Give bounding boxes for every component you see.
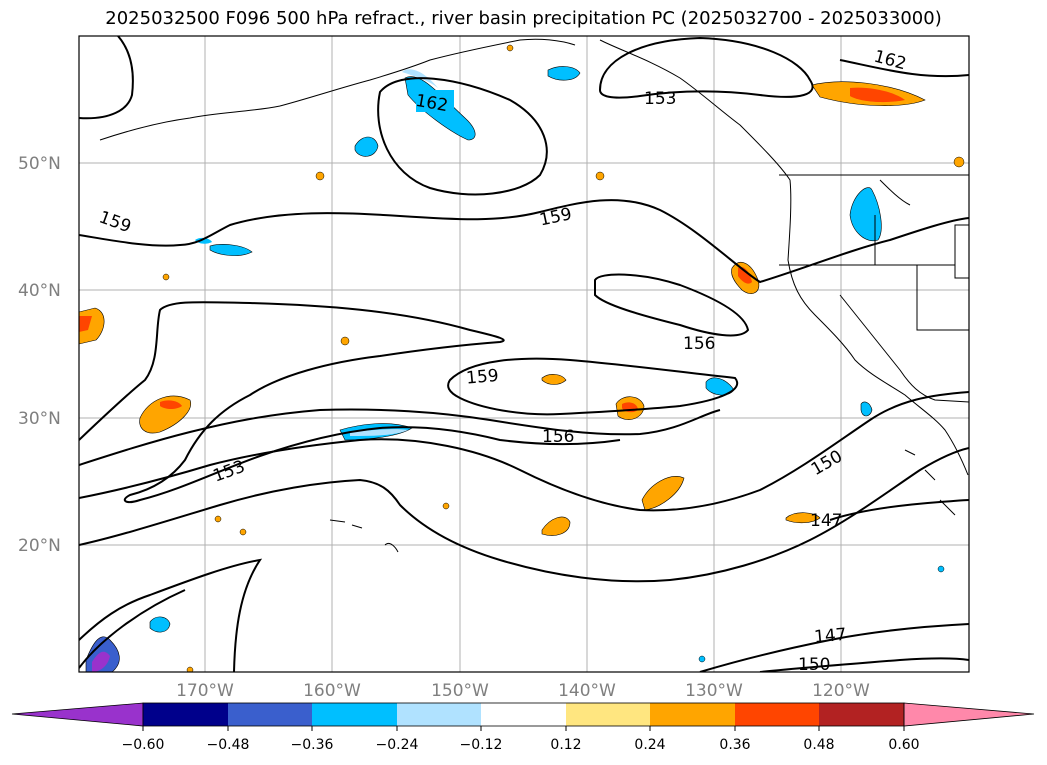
colorbar-segment [143, 703, 228, 726]
height-contours [79, 36, 969, 672]
lat-tick-label: 20°N [18, 536, 61, 556]
colorbar-tick-label: −0.60 [122, 737, 165, 753]
contour-label: 159 [465, 366, 499, 389]
colorbar-segment [566, 703, 650, 726]
colorbar-tick-label: 0.60 [888, 737, 919, 753]
lon-tick-label: 140°W [558, 681, 616, 701]
colorbar-tick-label: 0.24 [634, 737, 665, 753]
colorbar-tick-label: 0.36 [719, 737, 750, 753]
colorbar-segment [481, 703, 566, 726]
colorbar-segment [228, 703, 312, 726]
contour-label: 147 [813, 625, 847, 648]
lon-tick-label: 160°W [303, 681, 361, 701]
lon-ticks: 170°W 160°W 150°W 140°W 130°W 120°W [176, 681, 870, 701]
colorbar-tick-label: −0.24 [376, 737, 419, 753]
colorbar-tick-label: 0.12 [550, 737, 581, 753]
contour-labels: 162 162 153 159 159 156 159 156 153 150 … [96, 47, 908, 675]
precip-anomaly-fills [79, 44, 965, 672]
contour-label: 153 [644, 89, 676, 109]
contour-label: 147 [810, 511, 842, 531]
colorbar-segment [312, 703, 397, 726]
colorbar-extend-high [903, 702, 1035, 727]
map-border [78, 35, 970, 673]
lat-tick-label: 40°N [18, 281, 61, 301]
contour-label: 156 [542, 427, 574, 447]
colorbar-segment [735, 703, 819, 726]
colorbar-segment [650, 703, 735, 726]
map-title: 2025032500 F096 500 hPa refract., river … [105, 8, 942, 29]
colorbar-tick-label: −0.48 [207, 737, 250, 753]
lon-tick-label: 130°W [685, 681, 743, 701]
lat-ticks: 50°N 40°N 30°N 20°N [18, 154, 61, 556]
lat-tick-label: 50°N [18, 154, 61, 174]
lat-tick-label: 30°N [18, 409, 61, 429]
colorbar-segment [397, 703, 481, 726]
colorbar-extend-low [11, 702, 144, 727]
colorbar-tick-label: −0.36 [291, 737, 334, 753]
contour-label: 156 [683, 334, 715, 354]
lon-tick-label: 120°W [812, 681, 870, 701]
colorbar-tick-label: 0.48 [803, 737, 834, 753]
contour-label: 150 [798, 655, 830, 675]
colorbar: −0.60 −0.48 −0.36 −0.24 −0.12 0.12 0.24 … [11, 702, 1035, 753]
lon-tick-label: 150°W [431, 681, 489, 701]
lon-tick-label: 170°W [176, 681, 234, 701]
gridlines [79, 36, 969, 672]
colorbar-tick-label: −0.12 [460, 737, 503, 753]
colorbar-segment [819, 703, 904, 726]
map-area [79, 36, 969, 672]
